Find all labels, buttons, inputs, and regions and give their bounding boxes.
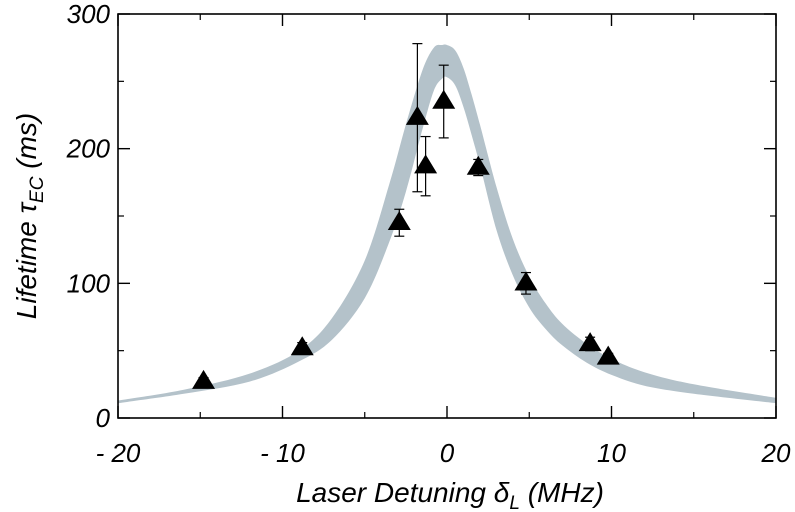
y-axis-title-tail: (ms) xyxy=(11,113,42,177)
x-tick-label: 10 xyxy=(597,438,626,468)
y-axis-title-main: Lifetime τ xyxy=(11,201,42,319)
data-point xyxy=(192,369,216,389)
data-point xyxy=(405,43,429,193)
x-tick-label: 20 xyxy=(761,438,791,468)
y-tick-label: 200 xyxy=(66,134,111,164)
x-axis-title-main: Laser Detuning δ xyxy=(296,477,510,508)
triangle-marker xyxy=(414,154,438,174)
x-axis-title-sub: L xyxy=(509,493,520,512)
y-axis-title-sub: EC xyxy=(27,176,48,203)
triangle-marker xyxy=(405,105,429,125)
data-point xyxy=(466,155,490,177)
data-point xyxy=(596,345,620,365)
x-axis-title-tail: (MHz) xyxy=(520,477,604,508)
triangle-marker xyxy=(432,89,456,109)
x-tick-label: 0 xyxy=(440,438,455,468)
data-points-layer xyxy=(192,43,620,389)
triangle-marker xyxy=(596,345,620,365)
y-tick-label: 0 xyxy=(96,403,111,433)
data-point xyxy=(432,64,456,139)
x-tick-label: - 20 xyxy=(96,438,141,468)
data-point xyxy=(290,336,314,356)
data-point xyxy=(514,271,538,295)
y-tick-label: 100 xyxy=(67,268,111,298)
triangle-marker xyxy=(466,155,490,175)
triangle-marker xyxy=(514,271,538,291)
triangle-marker xyxy=(192,369,216,389)
data-point xyxy=(414,135,438,197)
data-point xyxy=(578,332,602,352)
triangle-marker xyxy=(290,336,314,356)
x-axis-title: Laser Detuning δL (MHz) xyxy=(296,477,604,512)
y-tick-label: 300 xyxy=(67,0,111,29)
triangle-marker xyxy=(578,332,602,352)
y-axis-title: Lifetime τEC (ms) xyxy=(11,113,48,319)
x-tick-label: - 10 xyxy=(260,438,305,468)
triangle-marker xyxy=(387,210,411,230)
data-point xyxy=(387,208,411,237)
